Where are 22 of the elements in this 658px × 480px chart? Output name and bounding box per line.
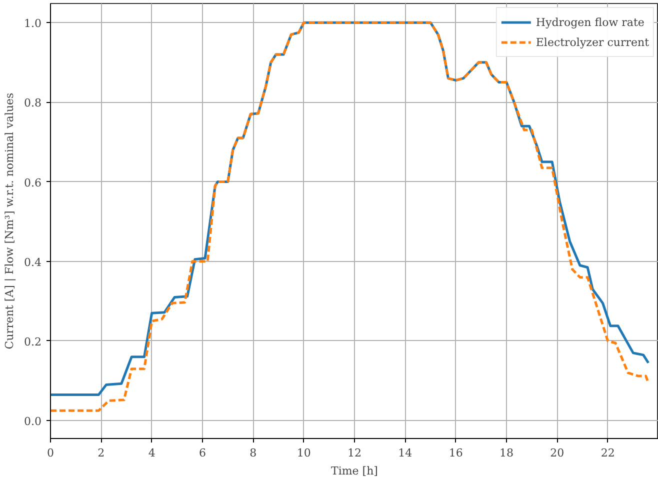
x-tick-label: 12	[348, 446, 362, 460]
x-tick-label: 6	[199, 446, 206, 460]
x-tick-label: 8	[250, 446, 257, 460]
legend-label: Electrolyzer current	[536, 36, 649, 48]
x-tick-label: 2	[98, 446, 105, 460]
y-tick-label: 0.4	[24, 256, 42, 269]
y-tick-label: 0.0	[24, 415, 42, 428]
y-tick-label: 1.0	[24, 17, 42, 30]
x-tick-label: 20	[550, 446, 564, 460]
x-tick-label: 0	[47, 446, 54, 460]
x-tick-label: 10	[296, 446, 311, 460]
y-tick-label: 0.8	[24, 96, 42, 110]
y-tick-label: 0.2	[24, 335, 42, 348]
y-axis-title: Current [A] | Flow [Nm³] w.r.t. nominal values	[3, 92, 16, 350]
x-tick-label: 16	[448, 446, 463, 460]
x-tick-label: 22	[600, 446, 615, 460]
x-tick-label: 18	[500, 446, 514, 460]
y-tick-label: 0.6	[24, 176, 42, 190]
legend-label: Hydrogen flow rate	[536, 16, 644, 28]
x-tick-label: 4	[148, 446, 156, 460]
x-tick-label: 14	[398, 446, 412, 460]
x-axis-title: Time [h]	[331, 464, 378, 478]
